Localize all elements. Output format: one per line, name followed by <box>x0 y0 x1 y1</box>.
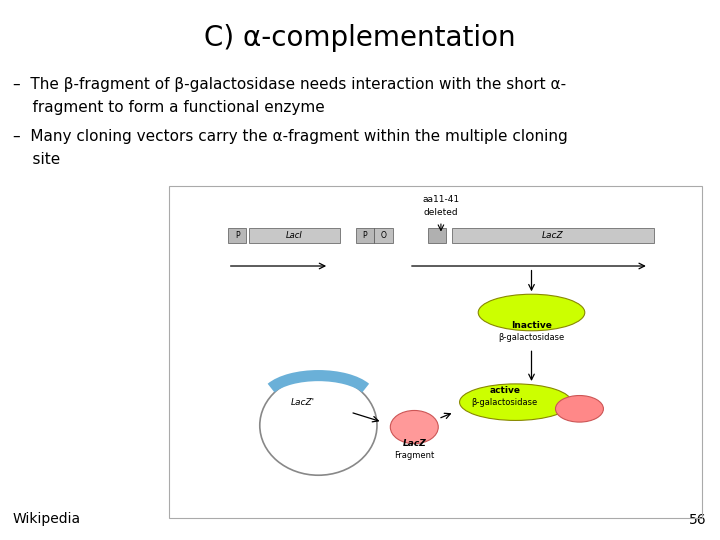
Bar <box>169 186 702 518</box>
Text: active: active <box>490 386 521 395</box>
Ellipse shape <box>459 384 572 421</box>
Text: –  Many cloning vectors carry the α-fragment within the multiple cloning: – Many cloning vectors carry the α-fragm… <box>13 129 567 144</box>
Text: O: O <box>381 231 387 240</box>
Text: Wikipedia: Wikipedia <box>13 512 81 526</box>
Text: C) α-complementation: C) α-complementation <box>204 24 516 52</box>
Text: β-galactosidase: β-galactosidase <box>498 333 564 342</box>
Ellipse shape <box>260 376 377 475</box>
Text: site: site <box>13 152 60 167</box>
Bar <box>428 228 446 243</box>
Text: Fragment: Fragment <box>394 451 434 460</box>
Text: Inactive: Inactive <box>511 321 552 330</box>
Text: fragment to form a functional enzyme: fragment to form a functional enzyme <box>13 100 325 116</box>
Bar <box>374 228 393 243</box>
Text: deleted: deleted <box>423 208 458 218</box>
Bar <box>451 228 654 243</box>
Text: –  The β-fragment of β-galactosidase needs interaction with the short α-: – The β-fragment of β-galactosidase need… <box>13 77 566 92</box>
Text: P: P <box>363 231 367 240</box>
Ellipse shape <box>390 410 438 444</box>
Text: β-galactosidase: β-galactosidase <box>472 397 538 407</box>
Text: P: P <box>235 231 240 240</box>
Text: LacZ': LacZ' <box>290 397 315 407</box>
Text: LacI: LacI <box>286 231 303 240</box>
Text: 56: 56 <box>690 512 707 526</box>
Bar <box>356 228 374 243</box>
Text: LacZ: LacZ <box>542 231 564 240</box>
Bar <box>228 228 246 243</box>
Ellipse shape <box>478 294 585 331</box>
Text: aa11-41: aa11-41 <box>423 195 459 204</box>
Bar <box>249 228 340 243</box>
Text: LacZ: LacZ <box>402 439 426 448</box>
Ellipse shape <box>556 395 603 422</box>
